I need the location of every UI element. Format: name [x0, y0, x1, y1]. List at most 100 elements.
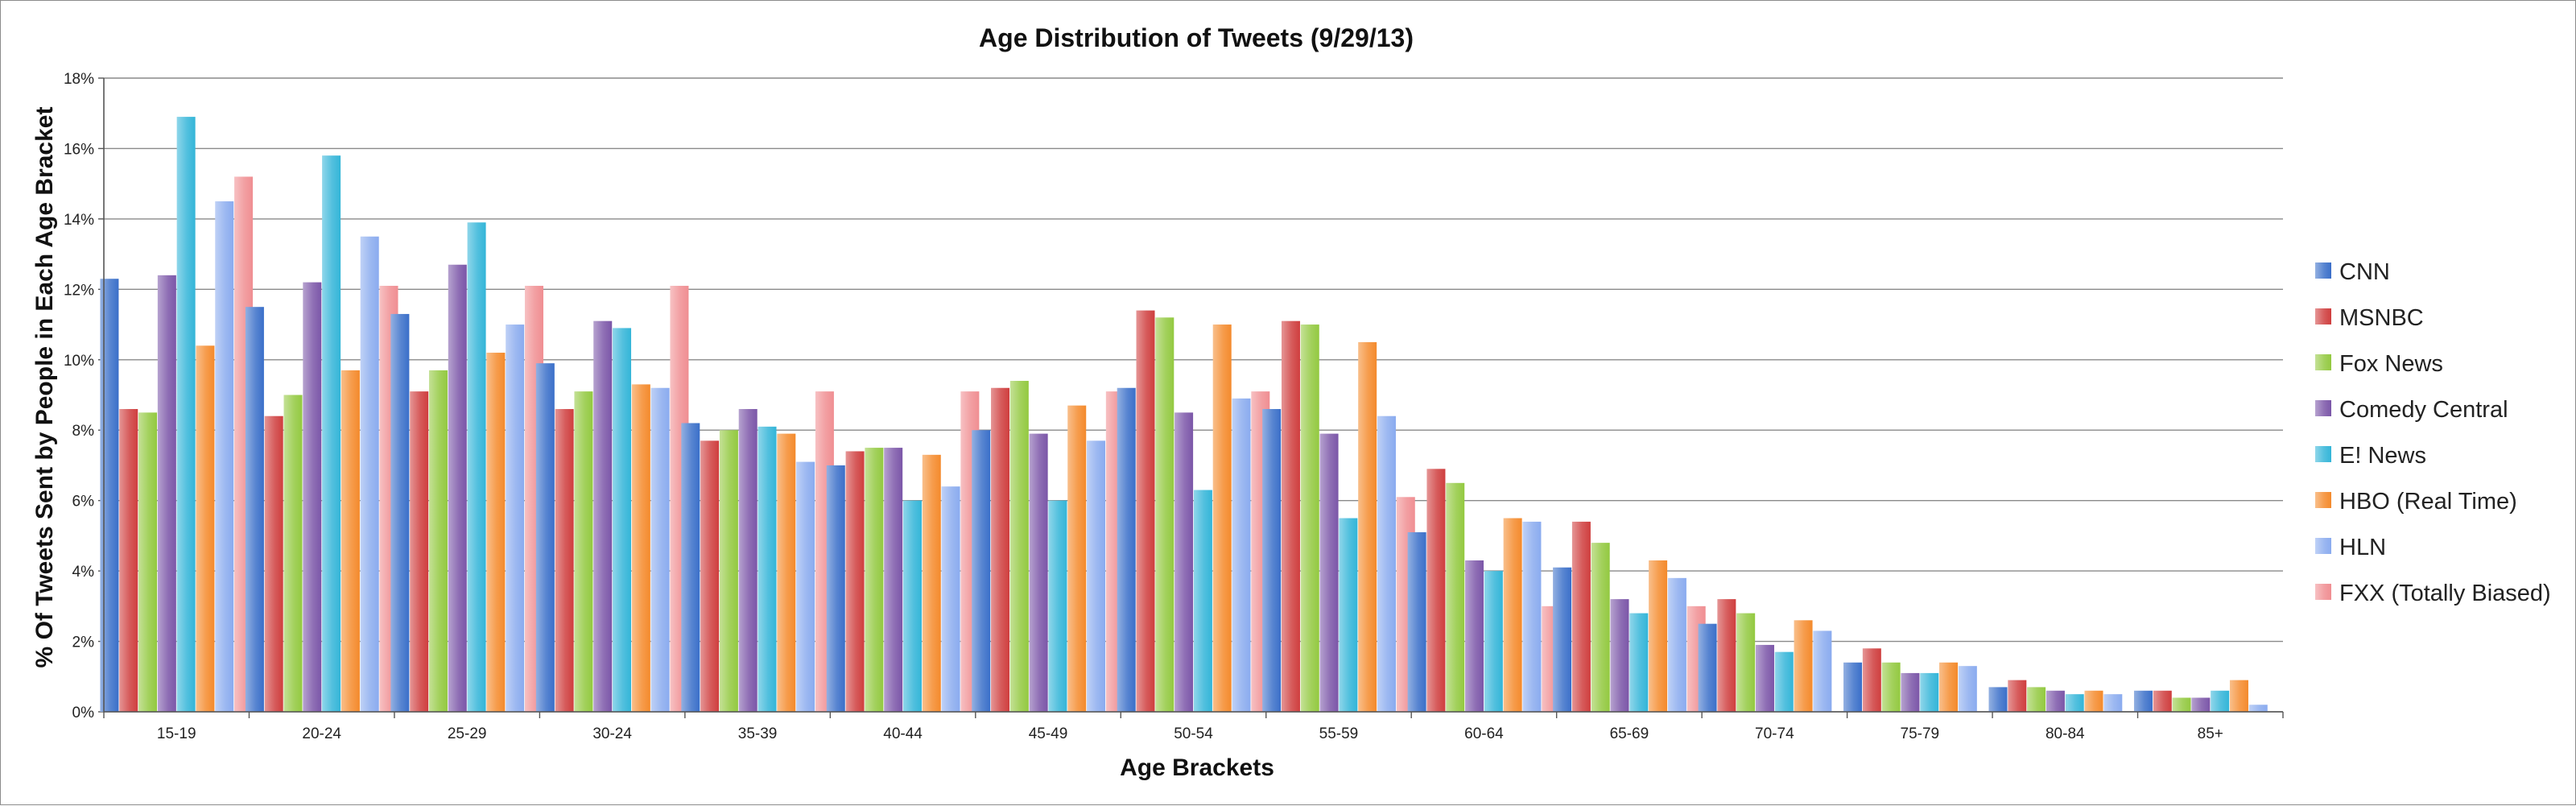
bar-cnn-25-29	[390, 313, 410, 712]
bar-hln-60-64	[1522, 521, 1542, 712]
bar-hln-40-44	[941, 486, 960, 712]
x-tick-label: 55-59	[1319, 725, 1359, 742]
bar-cnn-20-24	[245, 307, 264, 712]
x-tick-label: 60-64	[1464, 725, 1504, 742]
bar-hbo-real-time-55-59	[1358, 341, 1377, 712]
x-tick-label: 40-44	[883, 725, 923, 742]
bar-cnn-70-74	[1698, 623, 1717, 712]
bar-comedy-central-25-29	[448, 264, 467, 712]
x-tick-label: 25-29	[448, 725, 487, 742]
bar-fox-news-80-84	[2027, 687, 2046, 712]
x-tick-label: 50-54	[1174, 725, 1213, 742]
legend-item: Fox News	[2315, 351, 2443, 377]
bar-cnn-30-24	[535, 363, 555, 712]
bar-e-news-85+	[2211, 690, 2230, 712]
bar-fox-news-45-49	[1009, 381, 1029, 712]
x-tick-label: 85+	[2198, 725, 2223, 742]
legend-label: E! News	[2339, 443, 2426, 469]
bar-cnn-55-59	[1262, 408, 1282, 712]
bar-fox-news-15-19	[138, 412, 158, 712]
bar-msnbc-50-54	[1136, 310, 1155, 712]
bar-comedy-central-75-79	[1901, 672, 1920, 712]
bar-hbo-real-time-50-54	[1212, 324, 1232, 712]
bar-cnn-80-84	[1988, 687, 2008, 712]
bar-hln-70-74	[1813, 630, 1832, 712]
y-tick-label: 0%	[72, 705, 95, 721]
x-tick-label: 20-24	[302, 725, 341, 742]
bar-hln-35-39	[796, 461, 815, 712]
bar-hbo-real-time-30-24	[631, 384, 650, 712]
legend-swatch	[2315, 400, 2331, 416]
bar-fox-news-75-79	[1881, 662, 1901, 712]
bar-cnn-75-79	[1843, 662, 1863, 712]
legend-item: CNN	[2315, 259, 2390, 285]
bar-e-news-25-29	[467, 222, 486, 712]
bar-msnbc-65-69	[1571, 521, 1591, 712]
bar-comedy-central-85+	[2191, 697, 2211, 712]
bar-hln-45-49	[1087, 440, 1106, 712]
y-tick-label: 2%	[72, 634, 95, 651]
bar-msnbc-80-84	[2008, 680, 2027, 712]
legend-label: HBO (Real Time)	[2339, 489, 2517, 515]
bar-cnn-60-64	[1407, 532, 1426, 712]
gridlines	[104, 77, 2283, 713]
bar-hbo-real-time-40-44	[922, 454, 941, 712]
bar-cnn-35-39	[681, 423, 700, 712]
legend-item: HLN	[2315, 535, 2386, 560]
bar-comedy-central-65-69	[1610, 599, 1629, 712]
bar-hln-30-24	[650, 387, 670, 712]
legend-item: MSNBC	[2315, 305, 2424, 331]
bar-msnbc-55-59	[1281, 320, 1300, 712]
bar-comedy-central-35-39	[738, 408, 758, 712]
bar-hbo-real-time-35-39	[777, 433, 796, 712]
y-tick-label: 6%	[72, 494, 95, 510]
y-tick-label: 4%	[72, 564, 95, 581]
legend-swatch	[2315, 538, 2331, 554]
bar-hbo-real-time-25-29	[486, 353, 506, 712]
bar-msnbc-35-39	[700, 440, 720, 712]
legend-swatch	[2315, 492, 2331, 508]
bar-e-news-30-24	[613, 328, 632, 712]
legend-item: E! News	[2315, 443, 2426, 469]
chart-title: Age Distribution of Tweets (9/29/13)	[979, 23, 1414, 52]
bar-hbo-real-time-85+	[2229, 680, 2248, 712]
x-tick-label: 45-49	[1029, 725, 1068, 742]
bar-fox-news-35-39	[719, 430, 738, 712]
bar-e-news-15-19	[176, 117, 196, 712]
x-tick-label: 65-69	[1610, 725, 1649, 742]
y-tick-label: 18%	[64, 71, 94, 88]
bar-msnbc-30-24	[555, 408, 574, 712]
x-tick-label: 35-39	[738, 725, 778, 742]
legend-swatch	[2315, 584, 2331, 600]
bar-fox-news-85+	[2172, 697, 2191, 712]
bar-msnbc-45-49	[991, 387, 1010, 712]
bar-hln-50-54	[1232, 398, 1251, 712]
bar-msnbc-85+	[2153, 690, 2172, 712]
x-axis-ticks: 15-19 20-24 25-29 30-24 35-39 40-44 45-49 50-54…	[103, 712, 2284, 742]
axes	[103, 78, 2283, 713]
bar-hbo-real-time-20-24	[341, 370, 360, 712]
x-tick-label: 75-79	[1901, 725, 1940, 742]
bar-hln-25-29	[506, 324, 525, 712]
bar-fox-news-30-24	[574, 391, 593, 712]
y-tick-label: 12%	[64, 282, 94, 299]
bar-hln-55-59	[1377, 415, 1396, 712]
bar-cnn-45-49	[972, 430, 991, 712]
legend-swatch	[2315, 308, 2331, 324]
bar-msnbc-40-44	[845, 451, 865, 712]
bar-hbo-real-time-15-19	[196, 345, 215, 712]
legend-item: Comedy Central	[2315, 397, 2508, 423]
bar-msnbc-60-64	[1426, 469, 1446, 712]
bar-msnbc-20-24	[264, 415, 283, 712]
bar-fox-news-50-54	[1155, 317, 1174, 712]
bar-hln-85+	[2248, 705, 2268, 712]
bar-comedy-central-40-44	[884, 448, 903, 712]
bar-cnn-15-19	[100, 279, 119, 712]
x-tick-label: 30-24	[592, 725, 632, 742]
bar-e-news-70-74	[1774, 651, 1794, 712]
bar-msnbc-75-79	[1862, 648, 1881, 712]
bar-hln-75-79	[1958, 666, 1977, 712]
legend-item: HBO (Real Time)	[2315, 489, 2517, 515]
bars-group	[100, 117, 2268, 713]
